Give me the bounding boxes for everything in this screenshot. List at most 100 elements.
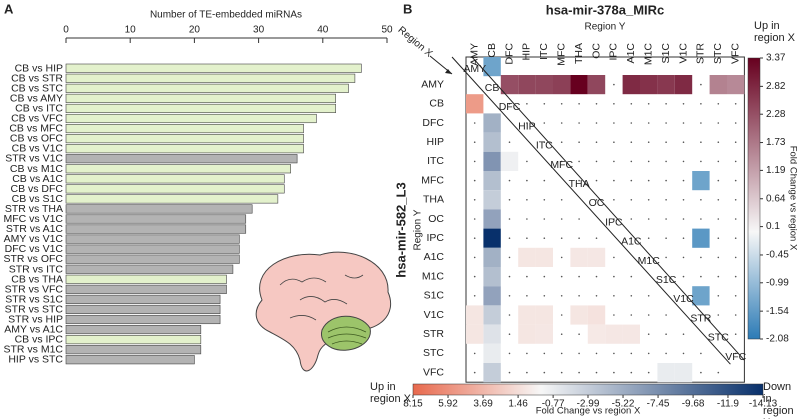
empty-dot xyxy=(700,314,702,316)
empty-dot xyxy=(665,256,667,259)
y-tick-label: STR vs M1C xyxy=(3,344,63,356)
empty-dot xyxy=(613,199,615,201)
empty-dot xyxy=(595,103,598,105)
column-label: V1C xyxy=(677,43,689,64)
empty-dot xyxy=(508,256,511,259)
y-tick-label: STR vs V1C xyxy=(5,153,63,165)
colorbar-tick-label: 3.37 xyxy=(766,53,786,64)
diagonal-line xyxy=(451,56,731,365)
bar xyxy=(65,274,227,284)
empty-dot xyxy=(682,179,685,182)
bar xyxy=(65,124,304,134)
y-tick-label: CB vs IPC xyxy=(15,334,64,346)
empty-dot xyxy=(578,160,580,163)
empty-dot xyxy=(682,275,685,278)
empty-dot xyxy=(595,352,598,355)
heatmap-cell xyxy=(483,343,501,363)
empty-dot xyxy=(508,295,511,297)
empty-dot xyxy=(647,256,650,259)
empty-dot xyxy=(526,275,528,278)
empty-dot xyxy=(717,314,720,316)
heatmap-cell xyxy=(587,305,606,325)
bar xyxy=(65,93,336,103)
empty-dot xyxy=(526,160,528,163)
colorbar-tick-label: -7.45 xyxy=(647,399,670,410)
column-label: S1C xyxy=(660,43,672,64)
empty-dot xyxy=(613,218,615,220)
corner-label: Region X xyxy=(396,25,435,60)
empty-dot xyxy=(630,314,633,316)
column-label: OC xyxy=(590,43,602,59)
empty-dot xyxy=(717,218,720,220)
empty-dot xyxy=(630,352,633,355)
bar xyxy=(65,264,234,274)
empty-dot xyxy=(560,160,563,163)
empty-dot xyxy=(700,275,702,278)
row-label: AMY xyxy=(421,78,444,90)
colorbar-tick-label: -0.99 xyxy=(766,277,789,288)
empty-dot xyxy=(508,333,511,336)
empty-dot xyxy=(717,237,720,239)
heatmap-cell xyxy=(483,171,501,191)
bar xyxy=(65,214,247,224)
empty-dot xyxy=(508,352,511,355)
y-tick-label: CB vs VFC xyxy=(11,113,63,125)
empty-dot xyxy=(613,352,615,355)
y-tick-label: STR vs OFC xyxy=(4,253,64,265)
heatmap-cell xyxy=(674,363,693,383)
bar xyxy=(65,324,202,335)
heatmap-cell xyxy=(622,324,640,344)
column-label: STC xyxy=(712,43,724,64)
heatmap-cell xyxy=(709,75,727,95)
row-label: OC xyxy=(428,213,444,225)
y-tick-label: CB vs STR xyxy=(11,72,63,84)
empty-dot xyxy=(647,295,650,297)
empty-dot xyxy=(560,122,563,124)
empty-dot xyxy=(613,179,615,182)
heatmap-cell xyxy=(518,324,536,344)
y-tick-label: DFC vs V1C xyxy=(5,243,64,255)
empty-dot xyxy=(630,237,633,239)
empty-dot xyxy=(630,295,633,297)
row-label: MFC xyxy=(421,174,444,186)
diagonal-label: DFC xyxy=(499,101,521,113)
y-tick-label: CB vs HIP xyxy=(15,62,63,74)
empty-dot xyxy=(734,275,737,278)
empty-dot xyxy=(508,199,511,201)
empty-dot xyxy=(734,103,737,105)
diagonal-label: VFC xyxy=(725,351,746,363)
empty-dot xyxy=(647,141,650,143)
row-label: A1C xyxy=(424,251,445,263)
heatmap-cell xyxy=(483,228,501,248)
empty-dot xyxy=(700,122,702,124)
bar xyxy=(65,134,304,144)
empty-dot xyxy=(682,218,685,220)
y-tick-label: CB vs S1C xyxy=(12,193,64,205)
empty-dot xyxy=(508,237,511,239)
empty-dot xyxy=(717,179,720,182)
x-tick-label: 20 xyxy=(189,25,201,36)
empty-dot xyxy=(613,371,615,374)
empty-dot xyxy=(473,160,476,163)
empty-dot xyxy=(578,295,580,297)
diagonal-label: MFC xyxy=(550,159,573,171)
bar xyxy=(65,254,240,264)
empty-dot xyxy=(630,275,633,278)
row-label: IPC xyxy=(426,232,444,244)
empty-dot xyxy=(526,199,528,201)
heatmap-cell xyxy=(483,132,501,152)
colorbar xyxy=(412,383,764,396)
colorbar-tick-label: -0.77 xyxy=(542,399,565,410)
colorbar-tick-label: -5.22 xyxy=(612,399,635,410)
empty-dot xyxy=(630,371,633,374)
empty-dot xyxy=(665,103,667,105)
empty-dot xyxy=(543,179,546,182)
empty-dot xyxy=(700,218,702,220)
bar xyxy=(65,294,221,304)
colorbar-tick-label: 2.82 xyxy=(766,81,786,92)
bar xyxy=(65,304,221,315)
empty-dot xyxy=(734,295,737,297)
empty-dot xyxy=(508,179,511,182)
empty-dot xyxy=(578,333,580,336)
empty-dot xyxy=(526,103,528,105)
